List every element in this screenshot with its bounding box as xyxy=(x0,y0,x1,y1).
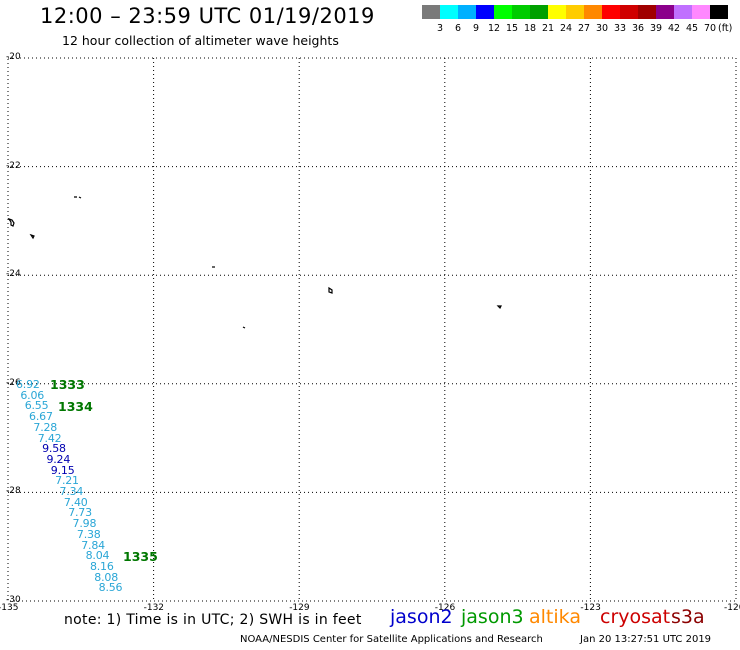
pass-time-label: 1333 xyxy=(50,377,85,392)
colorbar-swatch xyxy=(674,5,692,19)
wave-height-label: 6.92 xyxy=(16,378,40,391)
colorbar-swatch xyxy=(620,5,638,19)
island-c xyxy=(29,233,35,240)
wave-height-label: 7.21 xyxy=(55,474,79,488)
colorbar-swatch xyxy=(512,5,530,19)
colorbar-swatch xyxy=(602,5,620,19)
satellite-legend-s3a: s3a xyxy=(671,606,705,628)
wave-height-label: 7.38 xyxy=(76,527,101,541)
satellite-legend-cryosat: cryosat xyxy=(600,606,671,628)
colorbar-label: 36 xyxy=(631,23,645,34)
wave-height-label: 6.55 xyxy=(24,399,49,413)
colorbar-swatch xyxy=(440,5,458,19)
satellite-legend-altika: altika xyxy=(529,606,581,628)
island-g xyxy=(242,326,246,329)
colorbar-label: 30 xyxy=(595,23,609,34)
colorbar-label: 24 xyxy=(559,23,573,34)
map-title: 12:00 – 23:59 UTC 01/19/2019 xyxy=(40,4,375,28)
colorbar-swatch xyxy=(458,5,476,19)
lon-label: -123 xyxy=(580,603,601,613)
wave-height-label: 8.56 xyxy=(98,581,123,595)
island-b xyxy=(7,217,15,227)
wave-height-label: 6.06 xyxy=(20,388,45,402)
colorbar-swatch xyxy=(422,5,440,19)
lon-label: -126 xyxy=(434,603,456,613)
footer-note: note: 1) Time is in UTC; 2) SWH is in fe… xyxy=(64,612,362,628)
wave-height-label: 8.04 xyxy=(85,549,110,563)
wave-height-label: 8.08 xyxy=(94,570,118,584)
colorbar-label: 42 xyxy=(667,23,681,34)
wave-height-label: 9.24 xyxy=(46,452,71,466)
colorbar-swatch xyxy=(584,5,602,19)
footer-credit: NOAA/NESDIS Center for Satellite Applica… xyxy=(240,634,543,645)
lat-label: -20 xyxy=(6,52,21,62)
wave-height-label: 7.84 xyxy=(81,538,105,552)
colorbar-label: 12 xyxy=(487,23,501,34)
lon-label: -135 xyxy=(0,603,19,613)
colorbar-swatch xyxy=(530,5,548,19)
lat-label: -24 xyxy=(6,269,21,280)
lat-label: -28 xyxy=(6,486,21,497)
colorbar-label: 9 xyxy=(472,23,480,34)
colorbar-swatch xyxy=(638,5,656,19)
colorbar-swatch xyxy=(476,5,494,19)
lat-label: -22 xyxy=(6,160,21,171)
colorbar-swatch xyxy=(656,5,674,19)
colorbar-label: 3 xyxy=(436,23,444,34)
pass-time-label: 1335 xyxy=(123,549,158,564)
wave-height-label: 6.67 xyxy=(29,410,53,424)
colorbar-unit: (ft) xyxy=(718,23,733,34)
wave-height-label: 7.73 xyxy=(68,506,92,520)
wave-height-label: 9.58 xyxy=(42,442,66,456)
colorbar-swatch xyxy=(692,5,710,19)
colorbar-label: 33 xyxy=(613,23,627,34)
island-f xyxy=(496,305,502,310)
wave-height-label: 7.34 xyxy=(59,485,84,498)
colorbar-label: 70 xyxy=(703,23,717,34)
footer-timestamp: Jan 20 13:27:51 UTC 2019 xyxy=(580,634,712,645)
colorbar-label: 6 xyxy=(454,23,462,34)
wave-height-label: 9.15 xyxy=(50,463,75,477)
colorbar-swatch xyxy=(710,5,728,19)
colorbar-label: 45 xyxy=(685,23,699,34)
pass-time-label: 1334 xyxy=(58,399,93,414)
lon-label: -129 xyxy=(289,603,310,613)
wave-height-label: 8.16 xyxy=(89,559,114,573)
lon-label: -132 xyxy=(143,603,165,613)
satellite-legend-jason2: jason2 xyxy=(390,606,453,628)
colorbar-swatch xyxy=(494,5,512,19)
colorbar-label: 21 xyxy=(541,23,555,34)
colorbar-label: 18 xyxy=(523,23,537,34)
wave-height-label: 7.28 xyxy=(33,420,58,434)
colorbar-label: 15 xyxy=(505,23,519,34)
colorbar-swatch xyxy=(548,5,566,19)
lat-label: -26 xyxy=(6,377,21,388)
lon-label: -120 xyxy=(724,603,740,613)
map-border xyxy=(7,57,737,602)
island-e xyxy=(328,286,333,294)
lat-label: -30 xyxy=(6,595,21,605)
island-a xyxy=(74,196,82,199)
colorbar-swatch xyxy=(566,5,584,19)
map-subtitle: 12 hour collection of altimeter wave hei… xyxy=(62,33,339,48)
wave-height-label: 7.98 xyxy=(72,517,97,531)
colorbar-label: 39 xyxy=(649,23,663,34)
colorbar-label: 27 xyxy=(577,23,591,34)
wave-height-label: 7.40 xyxy=(63,495,88,509)
wave-height-label: 7.42 xyxy=(37,431,62,445)
satellite-legend-jason3: jason3 xyxy=(461,606,524,628)
